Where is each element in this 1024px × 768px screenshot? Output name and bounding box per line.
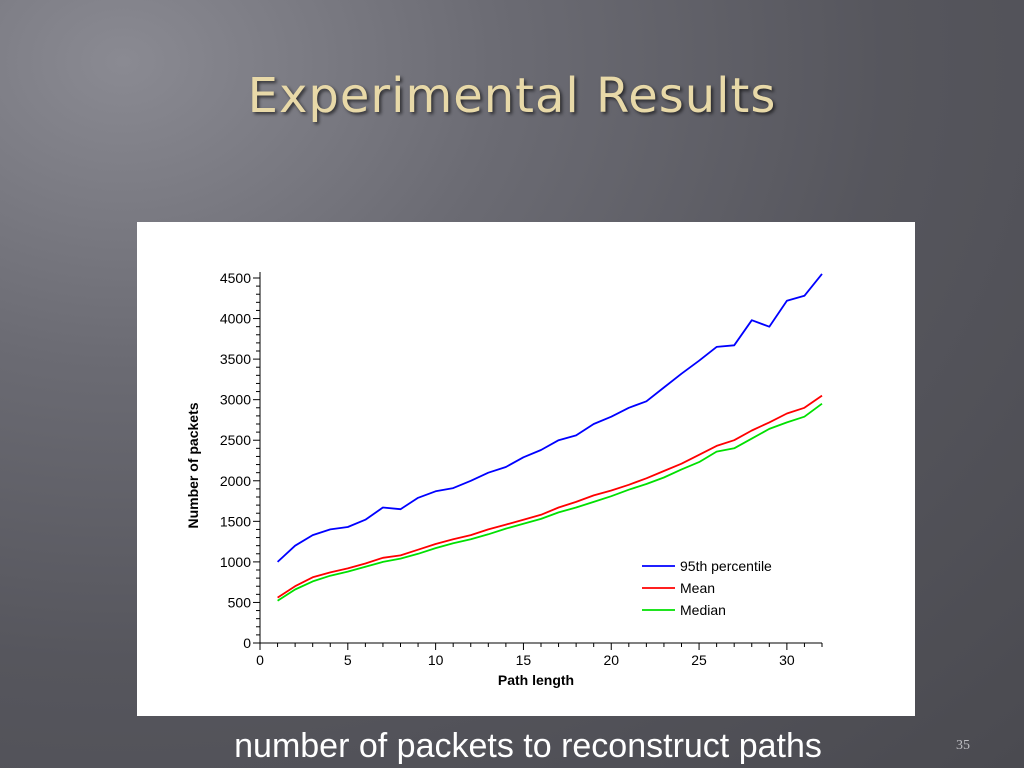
y-tick-label: 2000 [220, 473, 251, 489]
y-axis-title: Number of packets [185, 402, 201, 528]
series-line [276, 273, 823, 563]
slide-title: Experimental Results [247, 68, 777, 124]
legend-label: Mean [680, 580, 715, 596]
y-tick-label: 0 [243, 635, 251, 651]
page-number: 35 [956, 738, 970, 753]
slide-caption: number of packets to reconstruct paths [234, 727, 822, 765]
x-tick-label: 0 [256, 652, 264, 668]
x-tick-label: 10 [428, 652, 444, 668]
x-tick-label: 30 [779, 652, 795, 668]
y-tick-label: 2500 [220, 432, 251, 448]
x-tick-label: 5 [344, 652, 352, 668]
x-tick-label: 20 [603, 652, 619, 668]
line-chart: 0 500 1000 1500 2000 2500 3000 3500 4000 4500 0 5 10… [185, 270, 823, 688]
x-axis-title: Path length [498, 672, 574, 688]
y-tick-label: 4500 [220, 270, 251, 286]
chart-panel: 0 500 1000 1500 2000 2500 3000 3500 4000 4500 0 5 10… [137, 222, 915, 716]
series-line [277, 394, 823, 599]
legend-label: Median [680, 602, 726, 618]
series-line [277, 402, 823, 602]
y-tick-label: 1500 [220, 513, 251, 529]
y-tick-label: 4000 [220, 311, 251, 327]
x-tick-label: 15 [516, 652, 532, 668]
y-tick-label: 1000 [220, 554, 251, 570]
legend-label: 95th percentile [680, 558, 772, 574]
y-tick-label: 3500 [220, 351, 251, 367]
y-tick-label: 500 [228, 594, 252, 610]
y-tick-label: 3000 [220, 392, 251, 408]
x-tick-label: 25 [691, 652, 707, 668]
